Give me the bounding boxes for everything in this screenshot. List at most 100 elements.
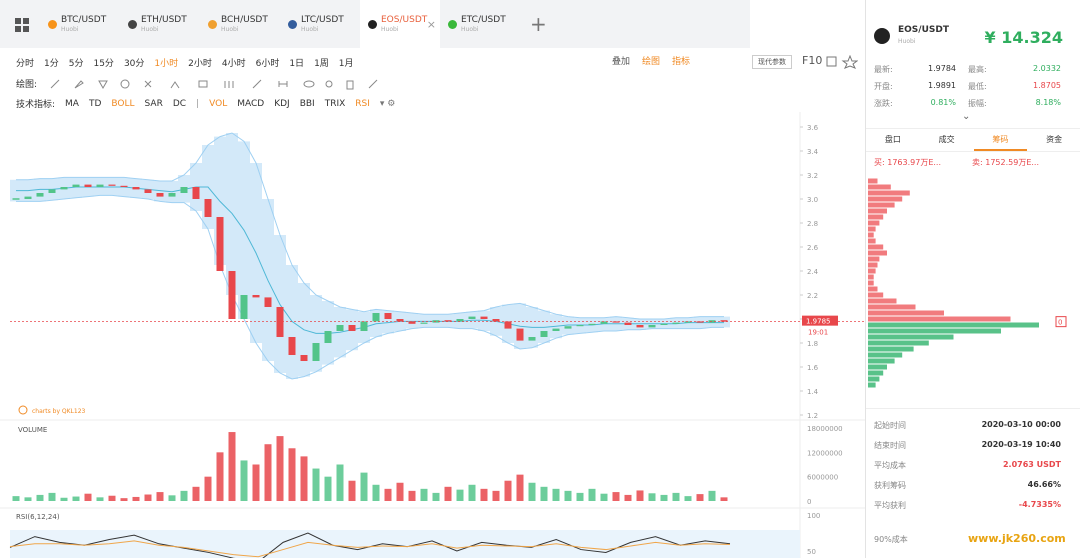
period[interactable]: 4小时 (221, 59, 246, 69)
volume-bar (540, 486, 548, 501)
volume-bar (156, 492, 164, 501)
period[interactable]: 1小时 (154, 59, 179, 69)
period[interactable]: 6小时 (255, 59, 280, 69)
indicator[interactable]: RSI (355, 98, 370, 109)
volume-bar (492, 490, 500, 501)
coin-icon (128, 19, 137, 29)
period[interactable]: 30分 (123, 59, 145, 69)
indicator[interactable]: TD (88, 98, 102, 109)
candle (660, 323, 668, 325)
params-button[interactable]: 现代参数 (752, 55, 792, 69)
y-tick-label: 1.4 (807, 388, 819, 396)
volume-bar (204, 476, 212, 501)
y-tick-label: 2.4 (807, 268, 819, 276)
action[interactable]: 指标 (672, 57, 691, 67)
candle (420, 322, 428, 324)
action[interactable]: 叠加 (612, 57, 631, 67)
candle (504, 321, 512, 329)
indicator[interactable]: SAR (144, 98, 163, 109)
band-lower (16, 194, 724, 380)
indicator[interactable]: VOL (209, 98, 228, 109)
band-area (598, 317, 610, 331)
chip-bar (868, 322, 1039, 328)
candle (456, 319, 464, 322)
drawing-tools[interactable] (47, 78, 447, 90)
tab[interactable]: ETC/USDT Huobi (440, 0, 520, 48)
y-tick-label: 3.6 (807, 124, 819, 132)
info-label: 平均获利 (874, 501, 906, 510)
chip-bar (868, 190, 910, 196)
stat-value: 0.81% (930, 98, 956, 107)
period[interactable]: 2小时 (188, 59, 212, 69)
info-label: 平均成本 (874, 461, 906, 470)
period[interactable]: 1日 (289, 59, 305, 69)
period-bar: 分时 1分 5分 15分 30分 1小时 2小时 4小时 6小时 1日 1周 1月 (16, 56, 354, 69)
chip-bar (868, 310, 944, 316)
candle (444, 320, 452, 322)
indicator[interactable]: BOLL (111, 98, 135, 109)
indicator[interactable]: BBI (299, 98, 315, 109)
tab-exchange: Huobi (141, 26, 159, 33)
period[interactable]: 1周 (314, 59, 329, 69)
panel-tab[interactable]: 筹码 (973, 129, 1028, 151)
info-label: 获利筹码 (874, 481, 906, 490)
candle (204, 199, 212, 217)
add-tab[interactable]: + (530, 12, 547, 36)
chip-bar (868, 274, 874, 280)
candle (672, 322, 680, 324)
indicator[interactable]: MACD (237, 98, 265, 109)
panel-tab[interactable]: 成交 (938, 135, 955, 144)
candle (288, 337, 296, 355)
period[interactable]: 15分 (93, 59, 114, 69)
chip-bar (868, 382, 876, 388)
volume-bar (588, 488, 596, 501)
y-tick-label: 3.4 (807, 148, 819, 156)
tab-close[interactable]: × (426, 17, 436, 31)
period[interactable]: 1分 (44, 59, 59, 69)
candle (24, 196, 32, 199)
volume-bar (276, 436, 284, 501)
chip-marker (1055, 316, 1067, 328)
tab[interactable]: BCH/USDT Huobi (200, 0, 280, 48)
action[interactable]: 绘图 (642, 57, 661, 67)
panel-tab[interactable]: 盘口 (884, 135, 901, 144)
band-area (562, 316, 574, 335)
candle (564, 326, 572, 329)
indicator[interactable]: KDJ (274, 98, 290, 109)
panel-tab[interactable]: 资金 (1046, 135, 1063, 144)
settings-icon[interactable]: ▾ ⚙ (379, 98, 396, 109)
grid-icon[interactable] (0, 0, 40, 48)
candle (300, 355, 308, 361)
sub-indicators: VOL MACD KDJ BBI TRIX RSI (209, 99, 370, 109)
tab[interactable]: BTC/USDT Huobi (40, 0, 120, 48)
candle (540, 331, 548, 337)
volume-bar (456, 489, 464, 501)
tab[interactable]: LTC/USDT Huobi (280, 0, 360, 48)
period[interactable]: 分时 (16, 59, 35, 69)
candle (576, 325, 584, 327)
expand-icon[interactable]: ⌄ (962, 111, 971, 122)
period[interactable]: 5分 (68, 59, 84, 69)
candle (588, 323, 596, 325)
candle (192, 187, 200, 199)
y-tick-label: 1.6 (807, 364, 819, 372)
indicator[interactable]: MA (65, 98, 79, 109)
coin-logo (874, 28, 890, 44)
tab[interactable]: EOS/USDT Huobi × (360, 0, 440, 48)
tab-exchange: Huobi (61, 26, 79, 33)
indicator[interactable]: DC (172, 98, 187, 109)
volume-bar (348, 480, 356, 501)
y-tick-label: 3.0 (807, 196, 818, 204)
candle (108, 184, 116, 186)
tab[interactable]: ETH/USDT Huobi (120, 0, 200, 48)
volume-bar (516, 474, 524, 501)
period[interactable]: 1月 (338, 59, 354, 69)
window-icons (826, 55, 858, 69)
chip-bar (868, 220, 880, 226)
candle (492, 319, 500, 322)
stat-label: 振幅: (968, 99, 987, 108)
indicator[interactable]: TRIX (324, 98, 346, 109)
panel-tabs: 盘口 成交 筹码 资金 (866, 128, 1080, 152)
f10-button[interactable]: F10 (802, 54, 823, 67)
price-tag-text: 1.9785 (806, 318, 831, 326)
